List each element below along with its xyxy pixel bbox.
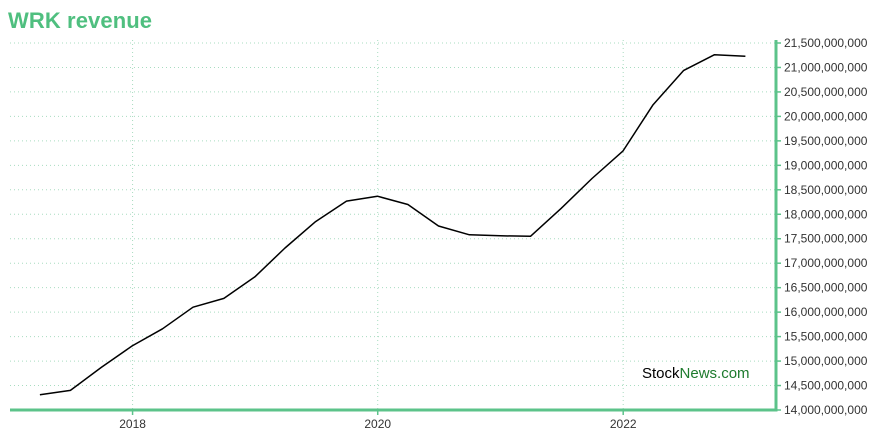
y-tick-label: 21,000,000,000	[784, 60, 868, 74]
y-tick-label: 19,500,000,000	[784, 134, 868, 148]
data-point	[499, 234, 502, 237]
revenue-series-line	[39, 53, 746, 396]
x-tick-labels: 2018 2020 2022	[119, 417, 637, 431]
data-point	[560, 207, 563, 210]
brand-logo: StockNews.com	[642, 365, 750, 382]
grid-lines	[10, 40, 776, 410]
data-point	[437, 225, 440, 228]
y-tick-label: 16,500,000,000	[784, 281, 868, 295]
axes	[10, 40, 781, 415]
data-point	[345, 200, 348, 203]
data-point	[69, 389, 72, 392]
y-tick-label: 14,000,000,000	[784, 403, 868, 417]
y-tick-label: 17,000,000,000	[784, 256, 868, 270]
brand-part-news: News.com	[679, 365, 750, 382]
data-point	[468, 233, 471, 236]
brand-part-stock: Stock	[642, 365, 680, 382]
data-point	[161, 327, 164, 330]
x-tick-label: 2020	[364, 417, 391, 431]
y-tick-label: 14,500,000,000	[784, 379, 868, 393]
data-point	[222, 297, 225, 300]
y-tick-labels: 14,000,000,000 14,500,000,000 15,000,000,0…	[784, 36, 868, 417]
y-tick-label: 20,000,000,000	[784, 109, 868, 123]
data-point	[652, 103, 655, 106]
data-point	[376, 195, 379, 198]
data-point	[192, 306, 195, 309]
data-point	[529, 235, 532, 238]
x-tick-label: 2018	[119, 417, 146, 431]
y-tick-label: 21,500,000,000	[784, 36, 868, 50]
chart-title: WRK revenue	[8, 8, 153, 33]
data-point	[713, 53, 716, 56]
x-tick-label: 2022	[610, 417, 637, 431]
data-point	[253, 275, 256, 278]
y-tick-label: 18,000,000,000	[784, 207, 868, 221]
data-point	[131, 344, 134, 347]
y-tick-label: 16,000,000,000	[784, 305, 868, 319]
data-point	[406, 203, 409, 206]
data-point	[590, 177, 593, 180]
data-point	[38, 393, 41, 396]
y-tick-label: 15,000,000,000	[784, 354, 868, 368]
series	[38, 53, 747, 396]
y-tick-label: 19,000,000,000	[784, 158, 868, 172]
data-point	[284, 247, 287, 250]
data-point	[314, 220, 317, 223]
y-tick-label: 18,500,000,000	[784, 183, 868, 197]
data-point	[744, 55, 747, 58]
data-point	[682, 69, 685, 72]
y-tick-label: 20,500,000,000	[784, 85, 868, 99]
data-point	[621, 150, 624, 153]
y-tick-label: 17,500,000,000	[784, 232, 868, 246]
y-tick-label: 15,500,000,000	[784, 330, 868, 344]
data-point	[100, 366, 103, 369]
